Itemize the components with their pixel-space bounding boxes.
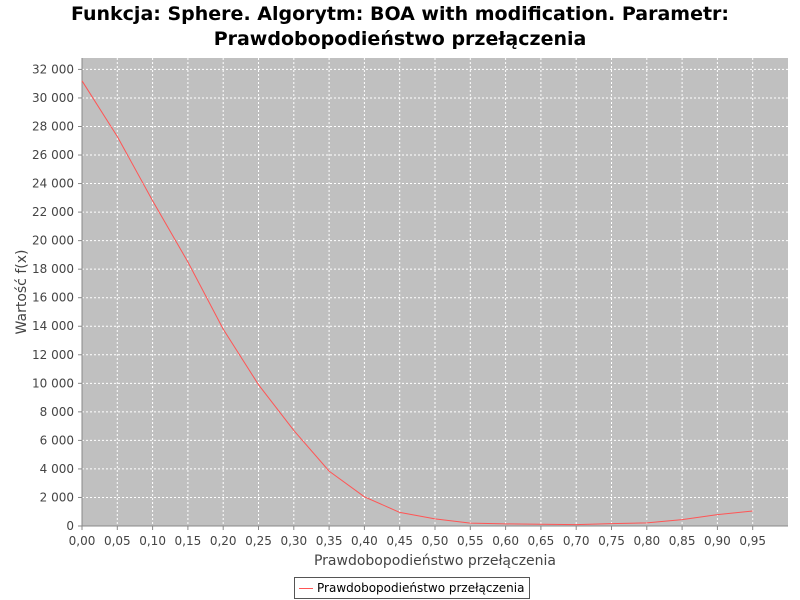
x-tick-labels: 0,00 0,05 0,10 0,15 0,20 0,25 0,30 0,35 0,40 0,45… (69, 534, 766, 548)
x-tick-label: 0,65 (528, 534, 555, 548)
x-tick-label: 0,25 (245, 534, 272, 548)
x-tick-label: 0,50 (422, 534, 449, 548)
x-tick-label: 0,45 (386, 534, 413, 548)
y-tick-label: 20 000 (32, 234, 74, 248)
y-tick-label: 2 000 (40, 490, 74, 504)
x-tick-label: 0,60 (492, 534, 519, 548)
x-axis-label: Prawdobopodieństwo przełączenia (314, 553, 556, 569)
x-tick-label: 0,70 (563, 534, 590, 548)
y-tick-label: 14 000 (32, 319, 74, 333)
x-tick-label: 0,05 (104, 534, 131, 548)
x-tick-label: 0,80 (633, 534, 660, 548)
x-tick-label: 0,85 (669, 534, 696, 548)
y-tick-label: 26 000 (32, 148, 74, 162)
y-tick-label: 12 000 (32, 348, 74, 362)
x-tick-label: 0,00 (69, 534, 96, 548)
y-tick-label: 28 000 (32, 119, 74, 133)
chart-title: Funkcja: Sphere. Algorytm: BOA with modi… (0, 2, 800, 52)
y-tick-label: 6 000 (40, 433, 74, 447)
series-line (81, 80, 753, 526)
y-tick-label: 8 000 (40, 405, 74, 419)
y-tick-label: 0 (66, 519, 74, 533)
series-group (81, 80, 753, 526)
x-tick-label: 0,40 (351, 534, 378, 548)
y-tick-label: 24 000 (32, 177, 74, 191)
y-tick-label: 32 000 (32, 62, 74, 76)
y-tick-label: 30 000 (32, 91, 74, 105)
legend-swatch (299, 587, 313, 589)
x-tick-label: 0,20 (210, 534, 237, 548)
x-tick-label: 0,90 (704, 534, 731, 548)
chart-title-line-1: Funkcja: Sphere. Algorytm: BOA with modi… (70, 3, 730, 25)
x-tick-label: 0,10 (139, 534, 166, 548)
y-axis-label: Wartość f(x) (14, 250, 30, 335)
y-tick-label: 22 000 (32, 205, 74, 219)
legend-entry: Prawdobopodieństwo przełączenia (317, 581, 525, 595)
chart-title-line-2: Prawdobopodieństwo przełączenia (213, 28, 587, 50)
y-tick-label: 16 000 (32, 291, 74, 305)
x-tick-label: 0,75 (598, 534, 625, 548)
y-tick-labels: 0 2 000 4 000 6 000 8 000 10 000 12 000 14 000 1… (32, 62, 74, 533)
x-tick-label: 0,35 (316, 534, 343, 548)
x-tick-label: 0,15 (175, 534, 202, 548)
y-tick-label: 4 000 (40, 462, 74, 476)
x-tick-label: 0,95 (739, 534, 766, 548)
tick-marks (78, 58, 788, 530)
y-tick-label: 10 000 (32, 376, 74, 390)
x-tick-label: 0,55 (457, 534, 484, 548)
legend: Prawdobopodieństwo przełączenia (294, 577, 531, 599)
x-tick-label: 0,30 (280, 534, 307, 548)
y-tick-label: 18 000 (32, 262, 74, 276)
